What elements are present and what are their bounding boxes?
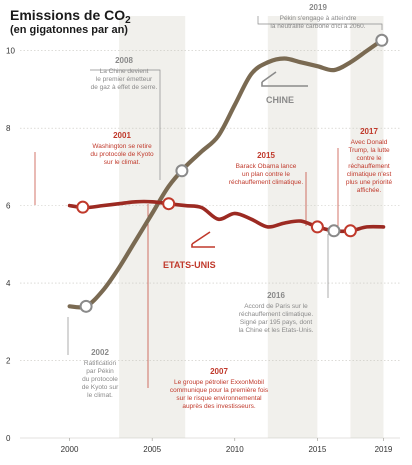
event-marker-2015 xyxy=(310,220,324,234)
shaded-bands xyxy=(119,16,384,438)
xtick-label-2000: 2000 xyxy=(61,445,79,454)
chart-subtitle: (en gigatonnes par an) xyxy=(10,24,128,36)
chine-label-underline xyxy=(261,82,308,87)
annotation-text-2002-1: par Pékin xyxy=(86,368,114,375)
annotation-text-2007-2: sur le risque environnemental xyxy=(176,395,262,402)
annotation-text-2017-3: réchauffement xyxy=(348,163,390,170)
event-markers xyxy=(76,33,389,313)
xtick-label-2010: 2010 xyxy=(226,445,244,454)
event-marker-2008 xyxy=(175,164,189,178)
annotation-leader-2019 xyxy=(257,16,383,30)
annotation-year-2001: 2001 xyxy=(113,131,131,140)
annotation-text-2001-0: Washington se retire xyxy=(92,143,152,150)
annotation-text-2016-0: Accord de Paris sur le xyxy=(244,303,308,310)
usa-label-leader xyxy=(191,231,211,245)
event-marker-2002 xyxy=(79,299,93,313)
annotation-text-2015-0: Barack Obama lance xyxy=(236,163,297,170)
usa-label-underline xyxy=(191,244,215,248)
annotation-text-2008-2: de gaz à effet de serre. xyxy=(91,84,158,91)
annotation-text-2001-1: du protocole de Kyoto xyxy=(90,151,154,158)
annotation-year-2016: 2016 xyxy=(267,291,285,300)
annotation-text-2017-0: Avec Donald xyxy=(351,139,388,146)
annotation-text-2016-3: la Chine et les Etats-Unis. xyxy=(239,327,314,334)
annotation-text-2016-2: Signé par 195 pays, dont xyxy=(240,319,312,326)
event-marker-2001 xyxy=(76,200,90,214)
event-marker-2019 xyxy=(375,33,389,47)
annotation-year-2002: 2002 xyxy=(91,348,109,357)
annotation-text-2017-6: affichée. xyxy=(357,187,382,194)
annotation-text-2017-1: Trump, la lutte xyxy=(348,147,390,154)
xtick-label-2005: 2005 xyxy=(143,445,161,454)
ytick-label-0: 0 xyxy=(6,434,11,443)
ytick-label-4: 4 xyxy=(6,279,11,288)
xtick-label-2015: 2015 xyxy=(308,445,326,454)
chine-label-leader xyxy=(261,71,277,83)
annotation-year-2008: 2008 xyxy=(115,56,133,65)
annotation-text-2019-1: la neutralité carbone d'ici à 2060. xyxy=(270,23,365,30)
annotation-text-2015-2: réchauffement climatique. xyxy=(229,179,304,186)
series-line-chine xyxy=(67,37,386,310)
event-marker-2007 xyxy=(162,197,176,211)
series-label-callouts: CHINE ETATS-UNIS xyxy=(163,71,308,270)
annotation-text-2016-1: réchauffement climatique. xyxy=(239,311,314,318)
chart-title: Emissions de CO2 xyxy=(10,7,131,26)
annotation-text-2015-1: un plan contre le xyxy=(242,171,290,178)
event-marker-2017 xyxy=(343,224,357,238)
annotation-text-2017-2: contre le xyxy=(357,155,382,162)
y-axis-ticks: 0 2 4 6 8 10 xyxy=(6,47,15,443)
xtick-label-2019: 2019 xyxy=(375,445,393,454)
annotation-text-2007-1: communique pour la première fois xyxy=(170,387,269,394)
series-label-usa: ETATS-UNIS xyxy=(163,260,216,270)
annotation-text-2019-0: Pékin s'engage à atteindre xyxy=(280,15,357,22)
annotation-leaders xyxy=(34,16,383,388)
annotation-text-2001-2: sur le climat. xyxy=(104,159,141,166)
x-axis-ticks: 2000 2005 2010 2015 2019 xyxy=(61,438,393,454)
annotation-text-2007-0: Le groupe pétrolier ExxonMobil xyxy=(174,379,265,386)
ytick-label-6: 6 xyxy=(6,202,11,211)
annotation-text-2017-5: plus une priorité xyxy=(346,179,393,186)
annotation-text-2017-4: climatique n'est xyxy=(347,171,392,178)
series-label-chine: CHINE xyxy=(266,95,294,105)
annotation-text-2002-2: du protocole xyxy=(82,376,118,383)
annotation-text-2008-1: le premier émetteur xyxy=(96,76,153,83)
annotation-leader-2008 xyxy=(90,69,161,180)
ytick-label-2: 2 xyxy=(6,357,11,366)
annotation-year-2017: 2017 xyxy=(360,127,378,136)
ytick-label-8: 8 xyxy=(6,124,11,133)
event-marker-2016 xyxy=(327,224,341,238)
annotation-year-2007: 2007 xyxy=(210,367,228,376)
annotation-text-2007-3: auprès des investisseurs. xyxy=(182,403,256,410)
annotation-text-2002-0: Ratification xyxy=(84,360,117,367)
annotation-text-2002-3: de Kyoto sur xyxy=(82,384,119,391)
band-0 xyxy=(119,16,186,438)
ytick-label-10: 10 xyxy=(6,47,15,56)
annotation-text-2008-0: La Chine devient xyxy=(100,68,149,75)
annotation-year-2019: 2019 xyxy=(309,3,327,12)
annotation-text-2002-4: le climat. xyxy=(87,392,113,399)
annotation-year-2015: 2015 xyxy=(257,151,275,160)
